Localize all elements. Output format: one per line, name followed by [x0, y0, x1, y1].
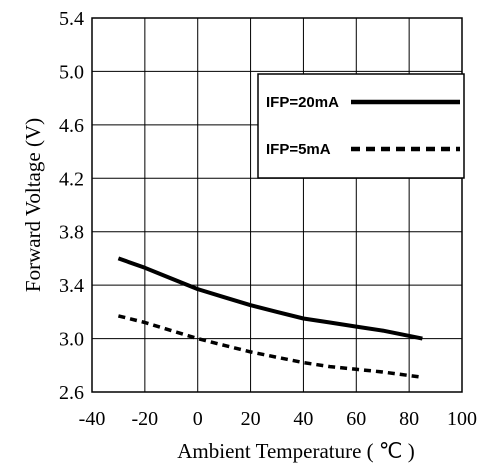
legend-label-20ma: IFP=20mA [266, 94, 339, 111]
y-tick-label: 5.0 [59, 61, 84, 83]
y-tick-label: 3.8 [59, 222, 84, 244]
y-tick-label: 2.6 [59, 382, 84, 404]
x-tick-label: 100 [447, 408, 477, 430]
x-tick-label: 20 [241, 408, 261, 430]
plot-frame [91, 17, 463, 393]
series-layer [117, 256, 423, 380]
series-line-5ma [117, 314, 423, 380]
y-tick-label: 4.6 [59, 115, 84, 137]
y-tick-label: 4.2 [59, 168, 84, 190]
x-tick-label: 80 [399, 408, 419, 430]
x-tick-label: 0 [193, 408, 203, 430]
y-tick-labels: 2.6 3.0 3.4 3.8 4.2 4.6 5.0 5.4 [59, 8, 84, 404]
y-tick-label: 3.0 [59, 329, 84, 351]
y-axis-label: Forward Voltage (V) [21, 118, 45, 292]
y-tick-label: 3.4 [59, 275, 84, 297]
x-tick-label: 40 [293, 408, 313, 430]
legend: IFP=20mA IFP=5mA [257, 73, 465, 179]
x-tick-label: 60 [346, 408, 366, 430]
x-tick-label: -40 [79, 408, 106, 430]
legend-box [257, 73, 465, 179]
y-tick-label: 5.4 [59, 8, 84, 30]
x-axis-label: Ambient Temperature ( ℃ ) [177, 439, 414, 463]
series-line-20ma [117, 256, 423, 341]
legend-label-5ma: IFP=5mA [266, 141, 331, 158]
x-tick-label: -20 [132, 408, 159, 430]
x-tick-labels: -40 -20 0 20 40 60 80 100 [79, 408, 477, 430]
